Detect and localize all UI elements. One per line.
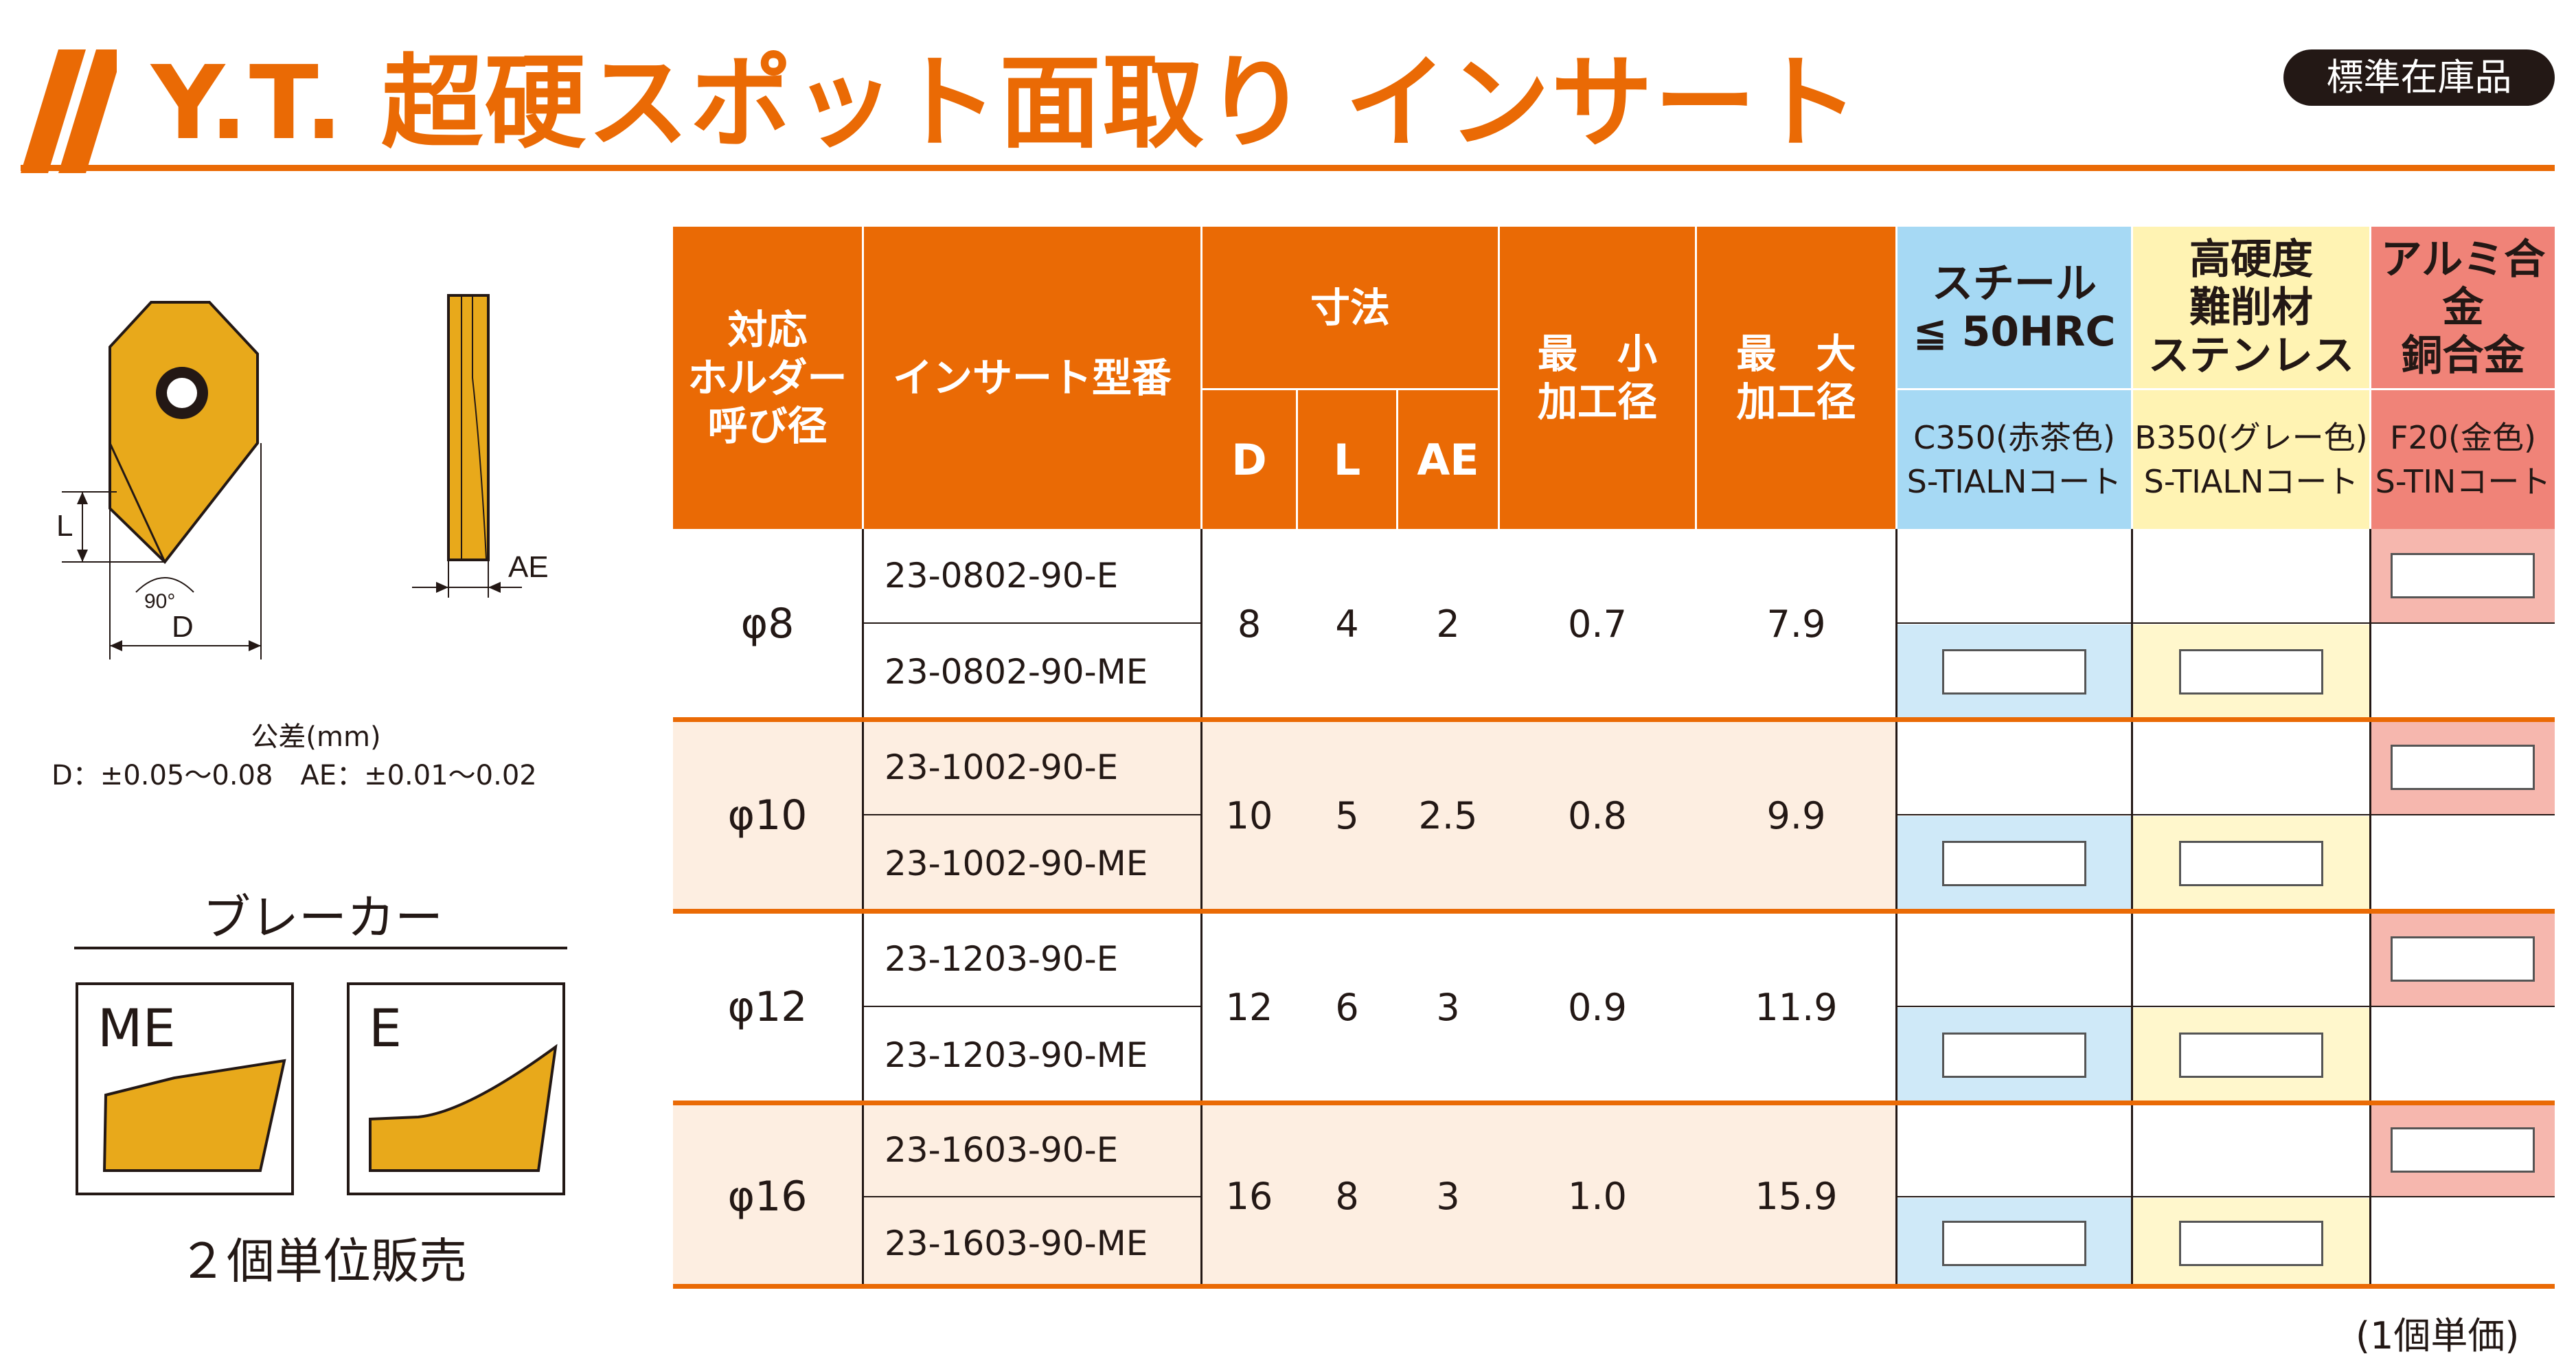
price-box: [2391, 745, 2535, 790]
breaker-e-shape-icon: [369, 1044, 558, 1172]
price-box: [2391, 1127, 2535, 1173]
alu-stock-cell: [2371, 529, 2555, 622]
dim-d-value: 10: [1225, 793, 1273, 837]
dim-l-value: 4: [1335, 602, 1359, 646]
dim-ae-value: 2: [1436, 602, 1460, 646]
insert-model-row: 23-1603-90-ME: [885, 1223, 1148, 1263]
label-d: D: [172, 610, 194, 644]
dim-ae-value: 2.5: [1418, 793, 1478, 837]
price-box: [1942, 841, 2086, 886]
header-insert-model: インサート型番: [864, 227, 1200, 529]
insert-dimension-diagram: L 90° D AE: [56, 294, 549, 659]
min-dia-value: 0.7: [1568, 602, 1627, 646]
coating-steel-header: スチール ≦ 50HRC: [1897, 227, 2131, 388]
header-dim-ae: AE: [1398, 390, 1498, 529]
steel-stock-cell: [1897, 816, 2131, 910]
holder-dia-phi10: φ10: [727, 791, 808, 839]
min-dia-value: 1.0: [1568, 1175, 1627, 1218]
insert-model-row: 23-1002-90-ME: [885, 843, 1148, 883]
header-dim-d: D: [1202, 390, 1296, 529]
steel-stock-cell: [1897, 624, 2131, 719]
min-dia-value: 0.9: [1568, 985, 1627, 1029]
breaker-me-label: ME: [98, 997, 176, 1059]
group-bg: [673, 721, 1895, 910]
price-box: [1942, 1033, 2086, 1078]
price-box: [2179, 1033, 2323, 1078]
coating-hard-header: 高硬度 難削材 ステンレス: [2133, 227, 2369, 388]
price-box: [2179, 1221, 2323, 1266]
header-dim-l: L: [1298, 390, 1396, 529]
price-box: [2179, 649, 2323, 695]
dim-d-value: 8: [1237, 602, 1262, 646]
price-box: [1942, 1221, 2086, 1266]
hard-stock-cell: [2133, 1198, 2369, 1289]
tolerance-values: D：±0.05～0.08 AE：±0.01～0.02: [52, 760, 537, 791]
dim-l-value: 8: [1335, 1175, 1359, 1218]
steel-stock-cell: [1897, 1198, 2131, 1289]
label-ae: AE: [508, 550, 549, 584]
breaker-e-box: E: [347, 982, 565, 1195]
insert-spec-table: 対応 ホルダー 呼び径 インサート型番 寸法 D L AE 最 小 加工径 最 …: [673, 227, 2555, 1289]
breaker-e-label: E: [369, 997, 402, 1059]
alu-stock-cell: [2371, 721, 2555, 814]
price-box: [2391, 936, 2535, 982]
header-max-dia: 最 大 加工径: [1697, 227, 1895, 529]
holder-dia-phi8: φ8: [740, 600, 795, 648]
breaker-me-box: ME: [76, 982, 294, 1195]
insert-model-row: 23-0802-90-ME: [885, 651, 1148, 692]
alu-stock-cell: [2371, 1104, 2555, 1196]
max-dia-value: 9.9: [1766, 793, 1826, 837]
dim-ae-value: 3: [1436, 1175, 1460, 1218]
dim-ae-value: 3: [1436, 985, 1460, 1029]
hard-stock-cell: [2133, 1008, 2369, 1102]
insert-model-row: 23-1203-90-E: [885, 939, 1119, 979]
breaker-rule: [74, 947, 567, 949]
dim-d-value: 16: [1225, 1175, 1273, 1218]
hard-stock-cell: [2133, 624, 2369, 719]
insert-side-view: [447, 294, 490, 561]
coating-hard-grade: B350(グレー色) S-TIALNコート: [2133, 390, 2369, 529]
breaker-me-shape-icon: [102, 1059, 286, 1172]
max-dia-value: 11.9: [1755, 985, 1838, 1029]
max-dia-value: 7.9: [1766, 602, 1826, 646]
coating-steel-grade: C350(赤茶色) S-TIALNコート: [1897, 390, 2131, 529]
coating-alu-grade: F20(金色) S-TINコート: [2371, 390, 2555, 529]
label-angle: 90°: [144, 590, 175, 613]
dim-d-value: 12: [1225, 985, 1273, 1029]
price-box: [2179, 841, 2323, 886]
insert-model-row: 23-1002-90-E: [885, 747, 1119, 787]
header-dimensions: 寸法: [1202, 227, 1498, 388]
dim-l-value: 6: [1335, 985, 1359, 1029]
alu-stock-cell: [2371, 912, 2555, 1006]
max-dia-value: 15.9: [1755, 1175, 1838, 1218]
stock-badge: 標準在庫品: [2283, 49, 2555, 106]
coating-alu-header: アルミ合金 銅合金: [2371, 227, 2555, 388]
page-title: Y.T. 超硬スポット面取り インサート: [151, 44, 1860, 162]
insert-model-row: 23-0802-90-E: [885, 556, 1119, 596]
tolerance-title: 公差(mm): [251, 721, 381, 753]
label-l: L: [56, 509, 73, 543]
breaker-title: ブレーカー: [203, 890, 443, 946]
insert-model-row: 23-1603-90-E: [885, 1130, 1119, 1170]
dim-l-value: 5: [1335, 793, 1359, 837]
insert-front-view: [109, 301, 259, 564]
header-holder-dia: 対応 ホルダー 呼び径: [673, 227, 862, 529]
insert-model-row: 23-1203-90-ME: [885, 1035, 1148, 1075]
min-dia-value: 0.8: [1568, 793, 1627, 837]
holder-dia-phi16: φ16: [727, 1172, 808, 1221]
unit-price-note: (1個単価): [2356, 1314, 2520, 1357]
price-box: [2391, 553, 2535, 598]
title-rule: [21, 165, 2555, 171]
header-min-dia: 最 小 加工径: [1500, 227, 1695, 529]
holder-dia-phi12: φ12: [727, 983, 808, 1031]
hard-stock-cell: [2133, 816, 2369, 910]
price-box: [1942, 649, 2086, 695]
sold-unit-note: ２個単位販売: [179, 1233, 467, 1289]
title-stripes-icon: [21, 49, 117, 173]
steel-stock-cell: [1897, 1008, 2131, 1102]
